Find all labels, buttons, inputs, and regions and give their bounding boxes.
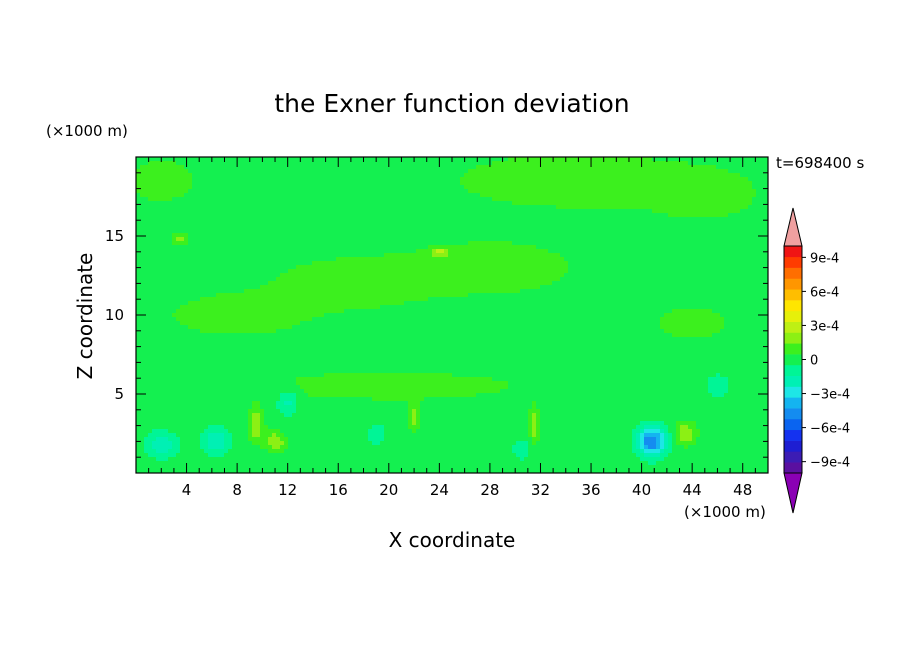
x-tick-label: 36	[581, 481, 600, 499]
x-unit-label: (×1000 m)	[684, 503, 766, 521]
colorbar-tick-label: −9e-4	[810, 456, 850, 471]
colorbar-band	[784, 408, 802, 420]
colorbar-band	[784, 289, 802, 301]
x-tick-label: 8	[232, 481, 242, 499]
colorbar-tick-label: 0	[810, 354, 818, 369]
y-tick-label: 5	[114, 385, 124, 403]
colorbar-band	[784, 332, 802, 344]
x-axis: 4 8 12 16 20 24 28 32 36 40 44 48	[148, 157, 756, 499]
x-tick-label: 24	[430, 481, 449, 499]
x-tick-label: 32	[531, 481, 550, 499]
x-tick-label: 44	[683, 481, 702, 499]
colorbar-band	[784, 354, 802, 366]
colorbar-tick-label: 9e-4	[810, 251, 839, 266]
colorbar-band	[784, 267, 802, 279]
colorbar-tick-label: −6e-4	[810, 422, 850, 437]
colorbar-tick-label: 3e-4	[810, 319, 839, 334]
y-axis-title: Z coordinate	[73, 253, 97, 380]
x-tick-label: 4	[182, 481, 192, 499]
colorbar-band	[784, 256, 802, 268]
x-tick-label: 28	[480, 481, 499, 499]
x-tick-label: 12	[278, 481, 297, 499]
colorbar-tick-label: 6e-4	[810, 285, 839, 300]
chart-title: the Exner function deviation	[274, 89, 629, 118]
colorbar-bottom-arrow	[783, 472, 803, 514]
colorbar-band	[784, 440, 802, 452]
colorbar-band	[784, 278, 802, 290]
colorbar-band	[784, 343, 802, 355]
x-tick-label: 20	[379, 481, 398, 499]
colorbar-top-arrow	[783, 207, 803, 247]
time-label: t=698400 s	[776, 154, 864, 172]
colorbar-band	[784, 397, 802, 409]
x-tick-label: 40	[632, 481, 651, 499]
colorbar-band	[784, 300, 802, 312]
colorbar: 9e-4 6e-4 3e-4 0 −3e-4 −6e-4 −9e-4	[783, 207, 850, 514]
colorbar-band	[784, 462, 802, 474]
colorbar-tick-label: −3e-4	[810, 388, 850, 403]
colorbar-band	[784, 386, 802, 398]
colorbar-band	[784, 429, 802, 441]
x-tick-label: 48	[733, 481, 752, 499]
colorbar-band	[784, 418, 802, 431]
colorbar-band	[784, 321, 802, 333]
x-axis-title: X coordinate	[389, 528, 516, 552]
contour-field	[136, 157, 769, 474]
colorbar-band	[784, 310, 802, 322]
y-unit-label: (×1000 m)	[46, 122, 128, 140]
colorbar-band	[784, 364, 802, 377]
colorbar-band	[784, 451, 802, 463]
y-tick-label: 10	[105, 306, 124, 324]
y-axis: 5 10 15	[105, 172, 768, 458]
y-tick-label: 15	[105, 227, 124, 245]
x-tick-label: 16	[329, 481, 348, 499]
colorbar-band	[784, 375, 802, 387]
colorbar-band	[784, 246, 802, 258]
